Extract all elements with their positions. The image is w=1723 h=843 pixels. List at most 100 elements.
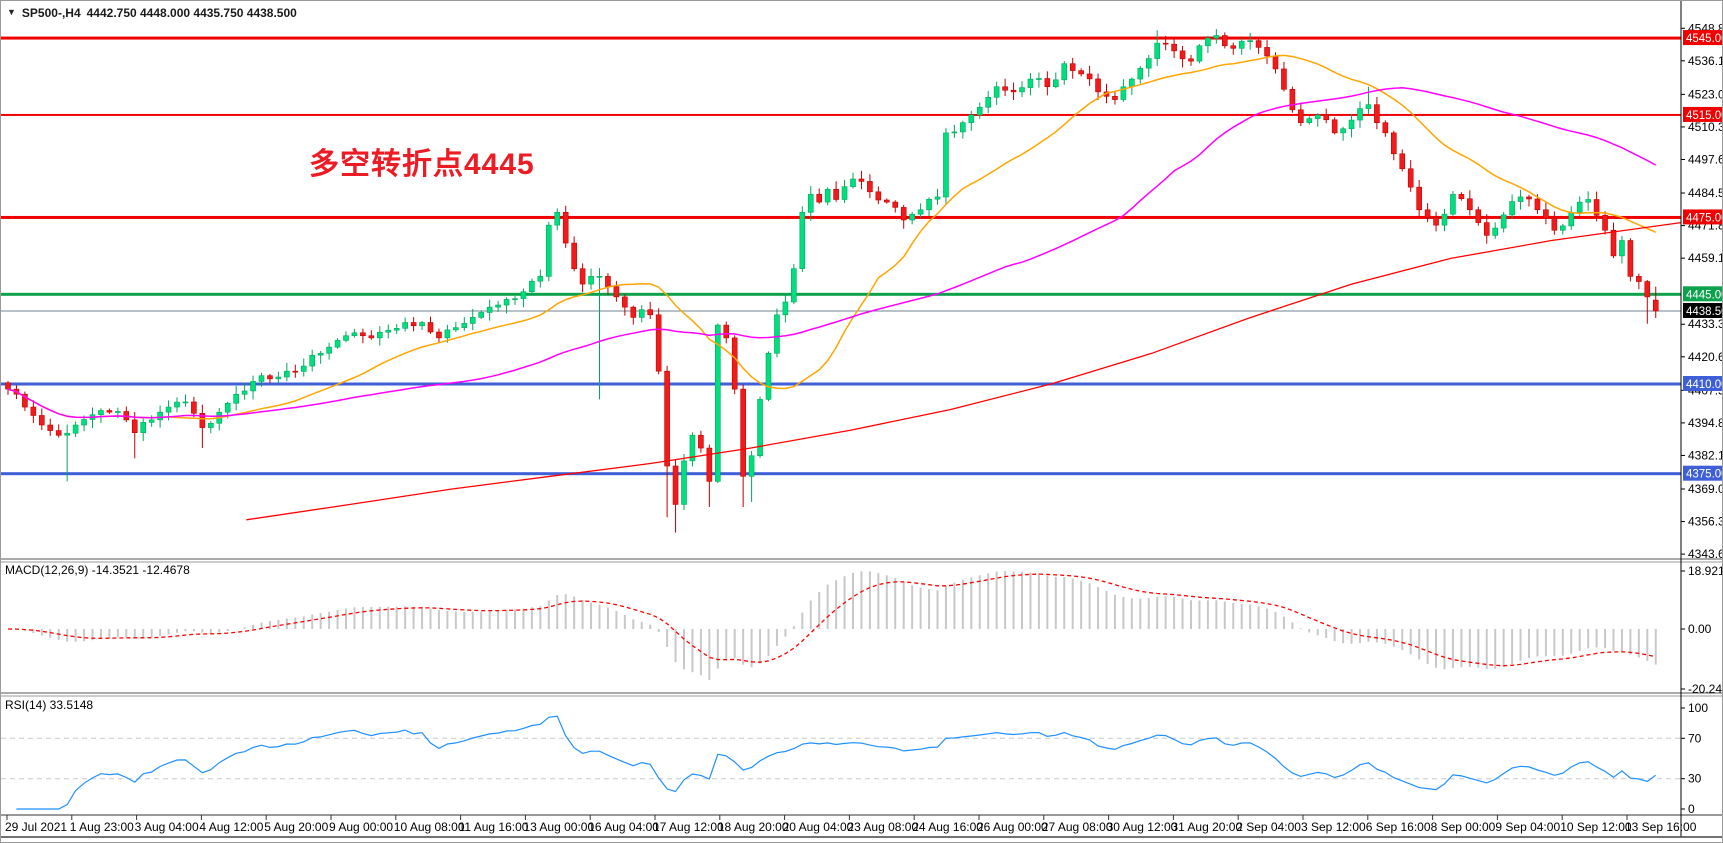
candle-body [900, 207, 907, 221]
candle-body [208, 422, 214, 428]
candle-body [444, 329, 451, 339]
ma-medium-line [7, 87, 1657, 419]
candle-body [419, 322, 425, 327]
candle-body [5, 382, 11, 390]
level-lines[interactable] [1, 36, 1681, 476]
candle-body [1636, 276, 1642, 282]
level-line-4410.000[interactable] [1, 382, 1681, 386]
candle-body [672, 465, 679, 505]
level-line-4545.000[interactable] [1, 36, 1681, 40]
candle-body [1483, 222, 1490, 236]
symbol-dropdown-icon[interactable]: ▼ [7, 7, 16, 17]
candle-body [664, 370, 670, 467]
level-badge-text: 4475.000 [1686, 212, 1723, 224]
candle-body [1424, 209, 1431, 218]
level-line-4515.000[interactable] [1, 113, 1681, 116]
current-price-badge [1683, 302, 1722, 318]
candle-body [1086, 73, 1093, 80]
level-badge-text: 4410.000 [1686, 379, 1723, 391]
price-tick-label: 4356.320 [1688, 515, 1723, 529]
candle-body [588, 276, 594, 285]
candle-body [1129, 78, 1135, 88]
candle-body [1593, 199, 1600, 216]
time-axis-label: 8 Sep 00:00 [1431, 820, 1496, 834]
candle-body [681, 460, 687, 505]
candle-body [1382, 122, 1389, 134]
candle-body [1391, 132, 1397, 155]
rsi-axis-label: 0 [1688, 802, 1695, 816]
candle-body [1627, 240, 1634, 277]
time-axis-label: 27 Aug 08:00 [1042, 820, 1113, 834]
candle-body [258, 375, 265, 382]
candle-body [1298, 109, 1304, 123]
level-line-4375.000[interactable] [1, 472, 1681, 476]
time-axis-label: 17 Aug 12:00 [653, 820, 724, 834]
candle-body [368, 335, 375, 339]
candle-body [596, 276, 603, 278]
candle-body [976, 106, 983, 116]
candle-body [326, 346, 332, 354]
candle-body [1517, 196, 1524, 202]
candle-body [1095, 78, 1101, 93]
candle-body [317, 352, 324, 356]
candle-body [883, 199, 890, 203]
level-badge-text: 4445.000 [1686, 289, 1723, 301]
candle-body [655, 314, 662, 372]
candle-body [410, 322, 417, 327]
candle-body [1492, 227, 1498, 236]
candle-body [647, 309, 654, 316]
candle-body [1188, 58, 1194, 62]
level-line-4445.000[interactable] [1, 292, 1681, 296]
candle-body [1281, 68, 1287, 90]
candle-body [1027, 78, 1034, 88]
candle-body [1306, 118, 1313, 123]
time-axis-label: 30 Aug 12:00 [1107, 820, 1178, 834]
candle-body [148, 419, 155, 423]
candle-body [1078, 70, 1084, 75]
candle-body [537, 276, 544, 282]
candle-body [1264, 47, 1270, 57]
candle-body [1069, 63, 1076, 71]
candle-body [191, 401, 197, 414]
candle-body [698, 434, 704, 449]
candle-body [1010, 89, 1017, 93]
ma-fast-line [7, 54, 1657, 420]
candle-body [1289, 89, 1296, 111]
candle-body [630, 306, 637, 318]
candle-body [1255, 40, 1262, 48]
level-badge-text: 4515.000 [1686, 110, 1723, 122]
candle-body [1551, 217, 1558, 231]
candle-body [1196, 45, 1203, 62]
chart-annotation-text[interactable]: 多空转折点4445 [309, 148, 535, 181]
candle-body [30, 406, 37, 416]
candle-body [106, 410, 113, 413]
candle-body [1576, 201, 1583, 213]
macd-axis-label: 0.00 [1688, 622, 1712, 636]
rsi-panel [1, 737, 1681, 780]
candle-body [1230, 45, 1237, 49]
level-line-4475.000[interactable] [1, 215, 1681, 219]
candle-body [740, 388, 746, 477]
candle-body [1222, 35, 1228, 47]
candle-body [1619, 240, 1625, 257]
candle-body [943, 132, 949, 198]
candle-body [174, 401, 180, 408]
candle-body [267, 375, 273, 380]
candle-body [1534, 198, 1541, 211]
macd-panel [15, 571, 1657, 681]
candle-body [951, 131, 958, 134]
time-axis: 29 Jul 2021 1 Aug 23:00 3 Aug 04:00 4 Aug 1… [5, 815, 1697, 834]
candle-body [1475, 209, 1482, 223]
candle-body [98, 410, 104, 416]
candle-body [495, 304, 501, 308]
time-axis-label: 6 Sep 16:00 [1366, 820, 1431, 834]
symbol-period-label: SP500-,H4 [21, 6, 81, 20]
macd-axis-label: -20.2489 [1688, 682, 1723, 696]
candle-body [934, 196, 941, 200]
candle-body [55, 430, 62, 436]
candle-body [622, 296, 628, 308]
candle-body [1644, 281, 1651, 298]
